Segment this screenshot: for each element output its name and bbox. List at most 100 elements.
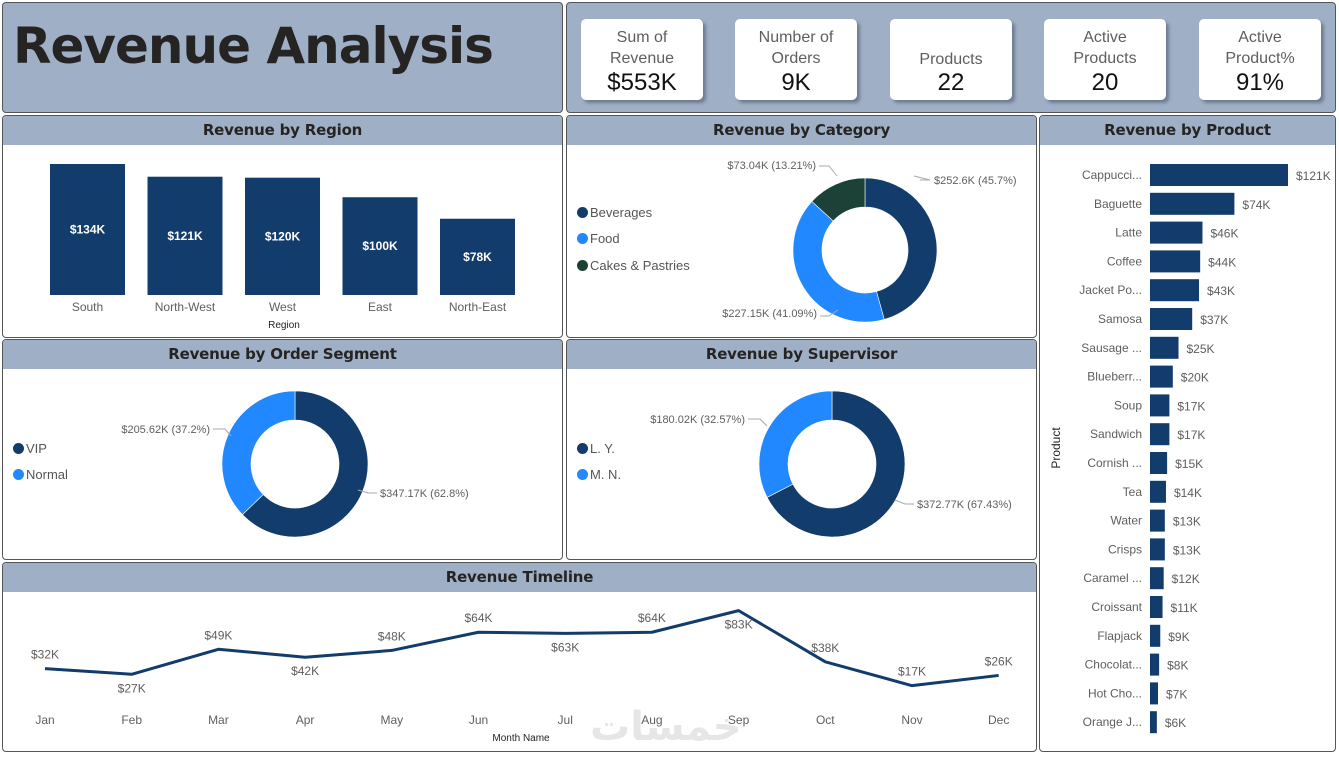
legend-dot (577, 233, 588, 245)
donut-slice (792, 200, 885, 323)
product-value-label: $20K (1181, 371, 1209, 385)
category-chart-title: Revenue by Category (567, 116, 1036, 145)
timeline-data-label: $64K (638, 611, 666, 625)
kpi-label: Sum of Revenue (609, 29, 675, 67)
legend-item-vip[interactable]: VIP (13, 435, 68, 462)
segment-chart-title: Revenue by Order Segment (3, 340, 562, 369)
legend-item-food[interactable]: Food (577, 226, 690, 253)
product-value-label: $17K (1177, 428, 1205, 442)
timeline-tick-label: Oct (816, 713, 835, 727)
segment-chart-panel[interactable]: Revenue by Order Segment VIP Normal $347… (2, 339, 563, 560)
product-tick-label: Tea (1123, 485, 1143, 499)
product-bar (1150, 480, 1166, 503)
product-value-label: $25K (1187, 342, 1215, 356)
timeline-data-label: $17K (898, 665, 926, 679)
timeline-axis-title: Month Name (492, 733, 550, 744)
product-bar-chart: Cappucci... $121K Baguette $74K Latte $46K Cof… (1049, 164, 1331, 734)
product-chart-panel[interactable]: Revenue by Product Cappucci... $121K Bague… (1039, 115, 1336, 752)
donut-leader-line (357, 489, 377, 494)
kpi-label: Products (919, 51, 983, 68)
category-chart-panel[interactable]: Revenue by Category Beverages Food Cakes… (566, 115, 1037, 338)
product-tick-label: Crisps (1108, 542, 1142, 556)
kpi-value: 9K (781, 69, 811, 96)
supervisor-donut-chart: $372.77K (67.43%) $180.02K (32.57%) (650, 390, 1012, 538)
region-chart-title: Revenue by Region (3, 116, 562, 145)
product-bar (1150, 624, 1161, 647)
product-value-label: $13K (1173, 515, 1201, 529)
product-tick-label: Samosa (1098, 312, 1142, 326)
product-bar (1150, 452, 1168, 474)
kpi-card-number-of-orders[interactable]: Number of Orders 9K (735, 19, 857, 100)
product-bar (1150, 221, 1203, 244)
timeline-data-label: $49K (204, 628, 232, 642)
timeline-tick-label: Sep (728, 713, 750, 727)
timeline-tick-label: Nov (901, 713, 922, 727)
region-tick-label: East (368, 300, 393, 314)
product-tick-label: Caramel ... (1083, 571, 1142, 585)
category-legend: Beverages Food Cakes & Pastries (577, 199, 690, 279)
kpi-label: Number of Orders (758, 29, 834, 67)
product-bar (1150, 164, 1288, 186)
legend-dot (13, 469, 24, 481)
product-bar (1150, 394, 1170, 417)
timeline-chart-title: Revenue Timeline (3, 563, 1036, 592)
timeline-data-label: $48K (378, 629, 406, 643)
timeline-series-line (44, 609, 999, 688)
region-bar-label: $120K (265, 229, 301, 243)
kpi-card-active-products[interactable]: Active Products 20 (1044, 19, 1166, 100)
timeline-data-label: $38K (811, 641, 839, 655)
donut-slice (766, 390, 906, 538)
legend-dot (577, 259, 588, 271)
title-panel: Revenue Analysis (2, 2, 563, 113)
donut-leader-line (913, 175, 931, 181)
kpi-panel: Sum of Revenue $553K Number of Orders 9K P… (566, 2, 1336, 113)
timeline-data-label: $32K (31, 648, 59, 662)
product-tick-label: Cappucci... (1082, 168, 1142, 182)
product-bar (1150, 423, 1170, 446)
kpi-card-active-product-pct[interactable]: Active Product% 91% (1199, 19, 1321, 100)
legend-item-mn[interactable]: M. N. (577, 462, 621, 489)
kpi-card-products[interactable]: Products 22 (890, 19, 1012, 100)
donut-slice (758, 390, 833, 498)
product-tick-label: Blueberr... (1087, 370, 1142, 384)
product-value-label: $46K (1210, 227, 1238, 241)
timeline-line-chart: $32K Jan $27K Feb $49K Mar $42K Apr $48K May $64K J… (31, 609, 1013, 744)
region-tick-label: North-East (449, 300, 507, 314)
product-value-label: $12K (1172, 572, 1200, 586)
timeline-tick-label: Dec (988, 713, 1009, 727)
product-value-label: $17K (1177, 399, 1205, 413)
timeline-data-label: $42K (291, 664, 319, 678)
product-bar (1150, 567, 1164, 590)
region-bar (245, 177, 320, 295)
timeline-tick-label: Aug (641, 713, 662, 727)
supervisor-chart-panel[interactable]: Revenue by Supervisor L. Y. M. N. $372.7… (566, 339, 1037, 560)
legend-item-ly[interactable]: L. Y. (577, 435, 621, 462)
region-tick-label: West (269, 300, 297, 314)
timeline-data-label: $26K (985, 654, 1013, 668)
region-bar (147, 176, 223, 295)
segment-legend: VIP Normal (13, 435, 68, 488)
donut-slice (221, 390, 296, 516)
region-bar (342, 197, 418, 295)
donut-data-label: $180.02K (32.57%) (650, 414, 745, 426)
product-value-label: $7K (1166, 687, 1187, 701)
legend-item-beverages[interactable]: Beverages (577, 199, 690, 226)
region-chart-panel[interactable]: Revenue by Region $134K South $121K North-W… (2, 115, 563, 338)
donut-data-label: $205.62K (37.2%) (121, 424, 210, 436)
product-value-label: $8K (1167, 659, 1188, 673)
kpi-card-sum-of-revenue[interactable]: Sum of Revenue $553K (581, 19, 703, 100)
legend-dot (13, 442, 24, 454)
timeline-chart-panel[interactable]: Revenue Timeline $32K Jan $27K Feb $49K Mar $4… (2, 562, 1037, 752)
timeline-data-label: $63K (551, 640, 579, 654)
product-value-label: $43K (1207, 284, 1235, 298)
donut-slice (241, 390, 369, 538)
legend-item-normal[interactable]: Normal (13, 462, 68, 489)
legend-item-cakes-pastries[interactable]: Cakes & Pastries (577, 252, 690, 279)
product-tick-label: Coffee (1107, 254, 1142, 268)
donut-leader-line (819, 165, 838, 177)
product-tick-label: Baguette (1094, 197, 1142, 211)
timeline-data-label: $27K (118, 681, 146, 695)
timeline-tick-label: Mar (208, 713, 229, 727)
donut-data-label: $372.77K (67.43%) (917, 499, 1012, 511)
product-tick-label: Water (1110, 514, 1142, 528)
